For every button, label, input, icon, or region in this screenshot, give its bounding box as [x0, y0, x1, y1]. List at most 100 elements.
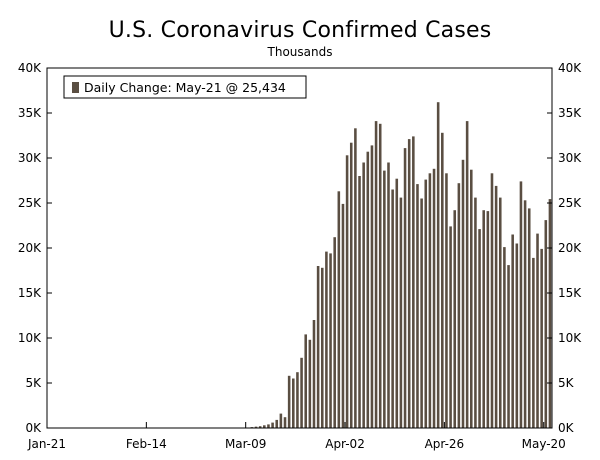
x-axis: Jan-21 Feb-14 Mar-09 Apr-02 Apr-26 May-20 — [27, 422, 566, 451]
y-tick-label-left: 40K — [18, 61, 42, 75]
y-tick-label-left: 25K — [18, 196, 42, 210]
bar — [503, 247, 506, 428]
bar — [432, 168, 436, 429]
y-tick-label-right: 20K — [558, 241, 582, 255]
bar — [532, 257, 535, 428]
bar — [383, 170, 386, 428]
y-tick-label-right: 30K — [558, 151, 582, 165]
bar — [399, 197, 403, 428]
y-tick-label-right: 35K — [558, 106, 582, 120]
bar — [498, 197, 502, 428]
bar — [478, 229, 481, 428]
bar — [370, 145, 374, 428]
bar — [428, 173, 432, 428]
bar — [511, 234, 514, 428]
bar — [374, 121, 378, 428]
bar — [341, 203, 345, 428]
y-tick-label-left: 20K — [18, 241, 42, 255]
legend-box — [63, 75, 307, 99]
bar — [536, 233, 539, 428]
bar — [362, 162, 365, 428]
y-tick-label-right: 5K — [558, 376, 575, 390]
x-tick-label: Apr-02 — [325, 437, 365, 451]
bar — [407, 139, 411, 428]
y-tick-label-right: 15K — [558, 286, 582, 300]
bar — [271, 422, 274, 428]
bar — [254, 426, 258, 428]
legend-swatch — [72, 82, 79, 93]
bar — [320, 267, 324, 428]
bar — [515, 243, 519, 428]
bar — [445, 173, 448, 428]
bar — [275, 419, 279, 428]
bar — [474, 197, 477, 428]
bar — [267, 424, 270, 428]
bar — [304, 334, 307, 428]
x-tick-label: Mar-09 — [225, 437, 266, 451]
x-tick-label: Apr-26 — [425, 437, 465, 451]
x-tick-label: Feb-14 — [126, 437, 167, 451]
bar — [420, 198, 423, 428]
bar — [544, 220, 548, 428]
y-tick-label-left: 5K — [25, 376, 42, 390]
y-tick-label-left: 15K — [18, 286, 42, 300]
bar — [416, 184, 419, 428]
bar — [287, 375, 291, 428]
bar — [486, 211, 490, 428]
bar — [424, 179, 428, 428]
bar — [527, 208, 531, 428]
bar — [354, 128, 357, 429]
bar — [308, 339, 312, 428]
bar — [366, 151, 370, 428]
bar — [300, 357, 303, 428]
bar — [548, 199, 552, 428]
bar — [395, 178, 399, 428]
bar — [292, 378, 295, 428]
bar — [494, 185, 498, 428]
bar — [523, 200, 527, 428]
bar — [349, 142, 353, 428]
bar — [333, 237, 336, 428]
bar — [387, 162, 390, 428]
y-tick-label-left: 0K — [25, 421, 42, 435]
bar — [329, 253, 332, 428]
bar — [441, 132, 444, 429]
chart-title: U.S. Coronavirus Confirmed Cases — [108, 18, 492, 43]
bar — [337, 191, 341, 428]
bar — [470, 169, 473, 428]
legend-label: Daily Change: May-21 @ 25,434 — [84, 80, 286, 95]
bar — [412, 136, 415, 428]
bar — [519, 181, 523, 428]
bar — [540, 248, 543, 428]
bar — [358, 176, 361, 428]
bar — [312, 320, 316, 428]
bar — [482, 210, 485, 428]
y-tick-label-left: 35K — [18, 106, 42, 120]
bar — [391, 189, 394, 428]
bar — [403, 148, 407, 428]
bar — [490, 173, 494, 428]
bar — [296, 372, 299, 428]
bar — [449, 226, 452, 428]
bar — [461, 159, 465, 429]
bar — [453, 210, 457, 428]
bar — [465, 121, 469, 428]
bar — [283, 417, 287, 428]
y-axis: 0K 0K 5K 5K 10K 10K 15K 15K 20K 20K 25K 25K 30K 30K 35… — [18, 61, 582, 435]
bar — [316, 266, 320, 428]
y-tick-label-right: 0K — [558, 421, 575, 435]
bar — [263, 425, 266, 428]
bar — [345, 155, 349, 429]
bars-group — [250, 102, 552, 429]
bar — [436, 102, 440, 428]
bar — [507, 265, 510, 428]
chart-subtitle: Thousands — [267, 45, 333, 59]
legend: Daily Change: May-21 @ 25,434 — [63, 75, 307, 99]
bar — [457, 183, 461, 428]
y-tick-label-right: 25K — [558, 196, 582, 210]
y-tick-label-right: 10K — [558, 331, 582, 345]
y-tick-label-left: 30K — [18, 151, 42, 165]
bar — [378, 123, 382, 429]
bar — [325, 251, 328, 428]
